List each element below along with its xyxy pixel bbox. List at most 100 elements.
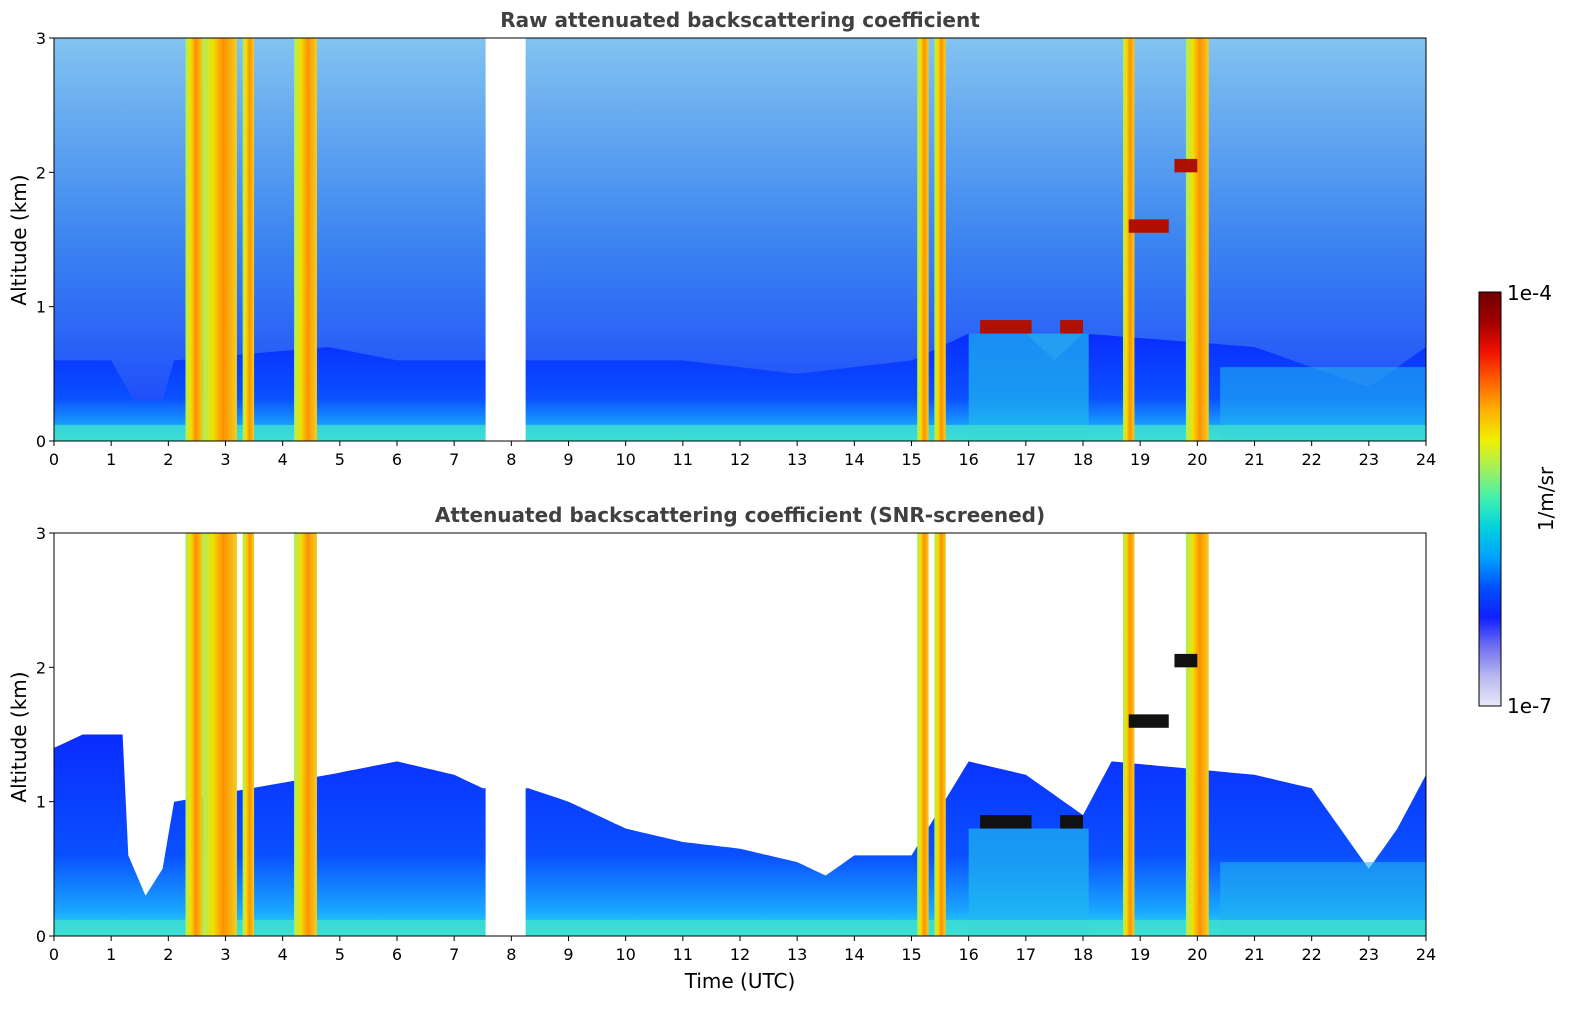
- x-tick-label: 19: [1130, 945, 1150, 964]
- panel-raw-ylabel: Altitude (km): [7, 174, 31, 305]
- cloud-column: [917, 38, 929, 441]
- panel-raw-x-ticks: 0 1 2 3 4 5 6 7 8 9 10 11 12 13 14 15 16 17 18 19 20 21 22 23 24: [49, 441, 1436, 469]
- x-tick-label: 6: [392, 945, 402, 964]
- x-tick-label: 23: [1359, 450, 1379, 469]
- cloud-base: [1174, 653, 1198, 668]
- panel-raw: Raw attenuated backscattering coefficien…: [7, 8, 1436, 469]
- cloud-column: [934, 38, 946, 441]
- x-tick-label: 15: [901, 945, 921, 964]
- cloud-column: [1123, 38, 1135, 441]
- x-tick-label: 2: [163, 450, 173, 469]
- data-gap: [485, 533, 526, 936]
- x-tick-label: 13: [787, 945, 807, 964]
- y-tick-label: 3: [36, 524, 46, 543]
- x-tick-label: 7: [449, 945, 459, 964]
- y-tick-label: 3: [36, 29, 46, 48]
- x-tick-label: 24: [1416, 945, 1436, 964]
- x-tick-label: 18: [1073, 450, 1093, 469]
- panel-screened-y-ticks: 0 1 2 3: [36, 524, 54, 946]
- x-tick-label: 23: [1359, 945, 1379, 964]
- x-tick-label: 9: [563, 450, 573, 469]
- cloud-column: [242, 38, 255, 441]
- y-tick-label: 0: [36, 927, 46, 946]
- cloud-column: [185, 38, 203, 441]
- x-tick-label: 11: [673, 945, 693, 964]
- x-tick-label: 24: [1416, 450, 1436, 469]
- x-tick-label: 1: [106, 450, 116, 469]
- cloud-column: [934, 533, 946, 936]
- y-tick-label: 2: [36, 658, 46, 677]
- x-tick-label: 3: [220, 945, 230, 964]
- x-tick-label: 4: [278, 450, 288, 469]
- x-tick-label: 22: [1301, 945, 1321, 964]
- x-tick-label: 20: [1187, 450, 1207, 469]
- x-tick-label: 17: [1016, 945, 1036, 964]
- x-tick-label: 10: [615, 450, 635, 469]
- x-tick-label: 1: [106, 945, 116, 964]
- x-tick-label: 14: [844, 945, 864, 964]
- x-tick-label: 8: [506, 945, 516, 964]
- panel-raw-title: Raw attenuated backscattering coefficien…: [500, 8, 980, 32]
- cloud-column: [1123, 533, 1135, 936]
- cloud-column: [1185, 38, 1209, 441]
- x-tick-label: 21: [1244, 450, 1264, 469]
- x-tick-label: 13: [787, 450, 807, 469]
- colorbar: 1e-4 1e-7 1/m/sr: [1478, 281, 1558, 718]
- y-tick-label: 0: [36, 432, 46, 451]
- x-tick-label: 5: [335, 450, 345, 469]
- x-tick-label: 14: [844, 450, 864, 469]
- x-tick-label: 2: [163, 945, 173, 964]
- x-tick-label: 18: [1073, 945, 1093, 964]
- x-tick-label: 4: [278, 945, 288, 964]
- x-tick-label: 5: [335, 945, 345, 964]
- colorbar-min-label: 1e-7: [1507, 694, 1552, 718]
- cloud-base: [980, 815, 1032, 829]
- cloud-base: [1128, 219, 1169, 233]
- surface-layer: [54, 424, 1426, 441]
- colorbar-unit-label: 1/m/sr: [1534, 466, 1558, 531]
- cloud-column: [294, 533, 317, 936]
- boundary-layer-highlight: [968, 828, 1089, 936]
- panel-screened: Attenuated backscattering coefficient (S…: [7, 503, 1436, 993]
- y-tick-label: 1: [36, 793, 46, 812]
- cloud-column: [242, 533, 255, 936]
- x-tick-label: 3: [220, 450, 230, 469]
- x-tick-label: 16: [958, 450, 978, 469]
- x-tick-label: 7: [449, 450, 459, 469]
- panel-screened-x-ticks: 0 1 2 3 4 5 6 7 8 9 10 11 12 13 14 15 16 17 18 19 20 21 22 23 24: [49, 936, 1436, 964]
- x-tick-label: 20: [1187, 945, 1207, 964]
- panel-raw-heatmap: [54, 38, 1426, 441]
- x-tick-label: 10: [615, 945, 635, 964]
- x-tick-label: 16: [958, 945, 978, 964]
- cloud-base: [1128, 714, 1169, 728]
- cloud-base: [980, 320, 1032, 334]
- cloud-base: [1060, 815, 1083, 829]
- x-tick-label: 12: [730, 450, 750, 469]
- cloud-column: [202, 38, 237, 441]
- colorbar-max-label: 1e-4: [1507, 281, 1552, 305]
- panel-screened-heatmap: [54, 533, 1426, 936]
- x-tick-label: 17: [1016, 450, 1036, 469]
- x-tick-label: 15: [901, 450, 921, 469]
- cloud-column: [185, 533, 203, 936]
- cloud-base: [1060, 320, 1083, 334]
- y-tick-label: 1: [36, 298, 46, 317]
- data-gap: [485, 38, 526, 441]
- panel-screened-ylabel: Altitude (km): [7, 671, 31, 802]
- surface-layer: [54, 919, 1426, 936]
- panel-screened-xlabel: Time (UTC): [684, 969, 796, 993]
- x-tick-label: 11: [673, 450, 693, 469]
- x-tick-label: 9: [563, 945, 573, 964]
- x-tick-label: 0: [49, 945, 59, 964]
- x-tick-label: 12: [730, 945, 750, 964]
- cloud-column: [1185, 533, 1209, 936]
- cloud-column: [202, 533, 237, 936]
- x-tick-label: 19: [1130, 450, 1150, 469]
- cloud-base: [1174, 158, 1198, 173]
- x-tick-label: 0: [49, 450, 59, 469]
- cloud-column: [917, 533, 929, 936]
- panel-raw-y-ticks: 0 1 2 3: [36, 29, 54, 451]
- x-tick-label: 21: [1244, 945, 1264, 964]
- cloud-column: [294, 38, 317, 441]
